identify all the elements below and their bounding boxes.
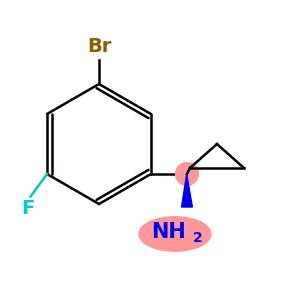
Polygon shape <box>182 174 192 207</box>
Text: F: F <box>21 199 34 218</box>
Text: 2: 2 <box>193 232 202 245</box>
Text: Br: Br <box>87 37 111 56</box>
Circle shape <box>176 163 198 185</box>
Ellipse shape <box>139 217 211 251</box>
Text: NH: NH <box>152 223 186 242</box>
